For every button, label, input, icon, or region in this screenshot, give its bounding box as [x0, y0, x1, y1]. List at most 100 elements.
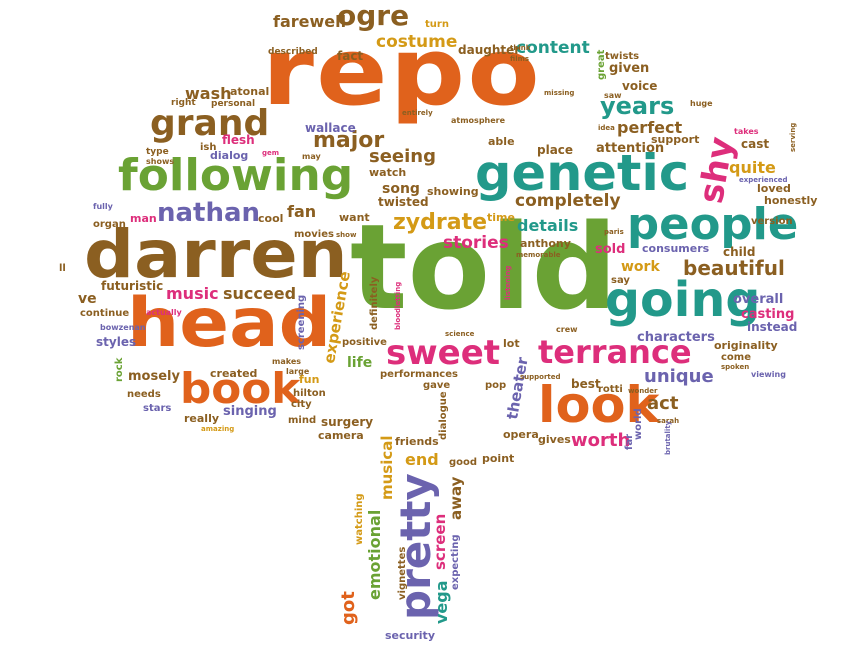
word-bloodletting: bloodletting: [394, 281, 402, 330]
word-created: created: [210, 367, 258, 380]
word-positive: positive: [342, 337, 387, 348]
word-fact: fact: [337, 49, 364, 63]
word-perfect: perfect: [617, 118, 683, 137]
word-life: life: [347, 355, 373, 371]
word-lot: lot: [503, 337, 520, 350]
word-world: world: [633, 408, 644, 440]
word-security: security: [385, 629, 435, 642]
word-watching: watching: [354, 493, 365, 545]
word-stars: stars: [143, 403, 172, 414]
word-think: think: [510, 44, 531, 52]
word-camera: camera: [318, 429, 364, 442]
word-showing: showing: [427, 185, 479, 198]
word-darren: darren: [84, 216, 348, 293]
word-performances: performances: [380, 369, 458, 380]
word-cast: cast: [741, 137, 770, 151]
word-sweet: sweet: [386, 333, 501, 373]
word-people: people: [627, 199, 799, 250]
word-continue: continue: [80, 308, 130, 319]
word-screening: screening: [296, 294, 307, 350]
word-content: content: [516, 38, 590, 58]
word-details: details: [517, 216, 579, 235]
word-told: told: [350, 198, 618, 336]
word-act: act: [647, 393, 679, 414]
word-farewell: farewell: [273, 12, 347, 31]
word-going: going: [605, 272, 761, 328]
word-originality: originality: [714, 339, 778, 352]
word-beautiful: beautiful: [683, 256, 785, 280]
word-serving: serving: [789, 122, 797, 152]
word-hilton: hilton: [293, 388, 326, 399]
word-singing: singing: [223, 404, 277, 419]
word-spoken: spoken: [721, 363, 750, 371]
word-rotti: rotti: [598, 384, 623, 395]
word-may: may: [302, 152, 321, 161]
word-quite: quite: [729, 158, 776, 177]
word-come: come: [721, 352, 751, 363]
word-wash: wash: [185, 84, 232, 103]
word-worth: worth: [571, 430, 631, 451]
word-styles: styles: [96, 335, 137, 349]
word-city: city: [291, 399, 312, 410]
word-twisted: twisted: [378, 195, 429, 209]
word-costume: costume: [376, 32, 458, 52]
word-characters: characters: [637, 330, 715, 345]
word-crew: crew: [556, 325, 578, 334]
word-instead: instead: [747, 320, 798, 334]
word-given: given: [609, 61, 650, 76]
word-idea: idea: [598, 124, 615, 132]
word-terrance: terrance: [538, 333, 692, 371]
word-fan: fan: [287, 202, 317, 221]
word-definitely: definitely: [369, 276, 380, 330]
word-viewing: viewing: [751, 370, 786, 379]
word-emotional: emotional: [365, 509, 384, 600]
word-paris: paris: [604, 228, 624, 236]
word-wonder: wonder: [628, 387, 658, 395]
word-wallace: wallace: [305, 121, 356, 135]
word-show: show: [336, 231, 357, 239]
word-anthony: anthony: [520, 237, 571, 250]
word-cool: cool: [258, 212, 284, 225]
word-gem: gem: [262, 149, 280, 157]
word-entirely: entirely: [402, 109, 433, 117]
word-friends: friends: [395, 435, 439, 448]
word-atonal: atonal: [230, 85, 270, 98]
word-screen: screen: [431, 513, 449, 570]
word-good: good: [449, 457, 478, 468]
word-head: head: [127, 284, 332, 363]
word-time: time: [487, 211, 515, 224]
word-large: large: [286, 367, 310, 376]
word-loved: loved: [757, 182, 791, 195]
word-twists: twists: [605, 51, 640, 62]
word-shows: shows: [146, 157, 175, 166]
word-seeing: seeing: [369, 146, 436, 167]
word-theater: theater: [503, 355, 532, 421]
word-bowzenan: bowzenan: [100, 323, 146, 332]
word-opera: opera: [503, 428, 539, 441]
word-dialogue: dialogue: [438, 391, 449, 440]
word-stories: stories: [443, 233, 509, 253]
word-best: best: [571, 377, 601, 391]
word-flesh: flesh: [222, 133, 255, 147]
word-able: able: [488, 135, 515, 148]
word-expecting: expecting: [450, 534, 461, 590]
word-mind: mind: [288, 415, 317, 426]
word-missing: missing: [544, 89, 575, 97]
word-right: right: [171, 98, 196, 108]
word-voice: voice: [622, 79, 658, 93]
word-daughter: daughter: [458, 43, 521, 57]
word-brutality: brutality: [664, 420, 672, 455]
word-honestly: honestly: [764, 194, 818, 207]
word-actually: actually: [146, 308, 182, 317]
word-fun: fun: [299, 373, 320, 386]
word-music: music: [166, 284, 219, 303]
word-needs: needs: [127, 389, 161, 400]
word-consumers: consumers: [642, 242, 710, 255]
word-experienced: experienced: [739, 176, 788, 184]
word-casting: casting: [741, 307, 795, 322]
word-described: described: [268, 47, 318, 57]
word-sold: sold: [595, 242, 626, 257]
word-fully: fully: [93, 202, 113, 211]
word-song: song: [382, 181, 420, 197]
